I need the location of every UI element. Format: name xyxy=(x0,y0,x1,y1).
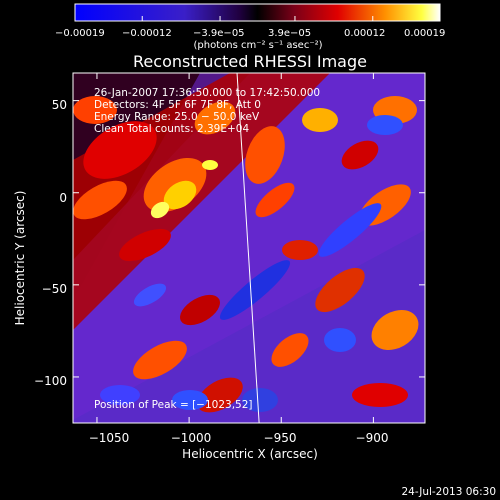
y-tick-label-3: −100 xyxy=(34,374,67,388)
footer-timestamp: 24-Jul-2013 06:30 xyxy=(401,486,496,498)
info-detectors: Detectors: 4F 5F 6F 7F 8F, Att 0 xyxy=(94,99,261,111)
y-tick-label-0: 50 xyxy=(52,98,67,112)
info-clean: Clean Total counts: 2.39E+04 xyxy=(94,123,249,135)
colorbar xyxy=(74,3,441,22)
x-axis-label: Heliocentric X (arcsec) xyxy=(182,447,318,461)
x-tick-label-3: −900 xyxy=(356,431,389,445)
colorbar-tick-label-0: −0.00019 xyxy=(55,28,105,39)
heatmap-image xyxy=(73,73,425,423)
info-peak-position: Position of Peak = [−1023,52] xyxy=(94,399,253,411)
x-tick-label-2: −950 xyxy=(264,431,297,445)
info-energy-range: Energy Range: 25.0 − 50.0 keV xyxy=(94,111,260,123)
colorbar-tick-label-5: 0.00019 xyxy=(404,28,445,39)
solar-limb-line xyxy=(236,72,260,424)
plot-frame xyxy=(72,72,426,424)
colorbar-units-label: (photons cm⁻² s⁻¹ asec⁻²) xyxy=(193,40,322,51)
axis-ticks xyxy=(73,73,425,423)
x-tick-label-1: −1000 xyxy=(171,431,212,445)
y-axis-label: Heliocentric Y (arcsec) xyxy=(13,191,27,326)
info-time-range: 26-Jan-2007 17:36:50.000 to 17:42:50.000 xyxy=(94,87,320,99)
colorbar-tick-label-1: −0.00012 xyxy=(122,28,172,39)
chart-title: Reconstructed RHESSI Image xyxy=(133,52,367,71)
colorbar-tick-label-2: −3.9e−05 xyxy=(193,28,245,39)
colorbar-ticks xyxy=(74,16,441,21)
y-tick-label-1: 0 xyxy=(59,191,67,205)
colorbar-tick-label-3: 3.9e−05 xyxy=(268,28,311,39)
colorbar-tick-label-4: 0.00012 xyxy=(344,28,385,39)
x-tick-label-0: −1050 xyxy=(89,431,130,445)
y-tick-label-2: −50 xyxy=(42,282,67,296)
